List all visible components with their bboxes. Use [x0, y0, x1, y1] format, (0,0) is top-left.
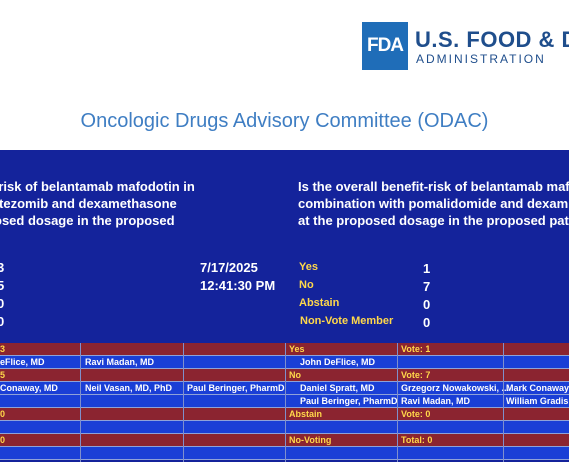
vote-count-yes: 1	[423, 261, 431, 276]
table-cell: 0	[0, 435, 6, 445]
table-cell: 5	[0, 370, 6, 380]
table-row: eFlice, MD Ravi Madan, MD John DeFlice, MD	[0, 356, 569, 369]
table-divider	[183, 343, 184, 462]
table-cell: Paul Beringer, PharmD	[187, 383, 285, 393]
table-cell: Neil Vasan, MD, PhD	[85, 383, 173, 393]
vote-label-yes: Yes	[299, 261, 318, 273]
table-cell: 3	[0, 344, 6, 354]
table-cell: Yes	[289, 344, 305, 354]
left-count: 0	[0, 296, 5, 311]
table-cell: Grzegorz Nowakowski, ...	[401, 383, 510, 393]
agency-subtitle: ADMINISTRATION	[416, 52, 546, 66]
question-left: -risk of belantamab mafodotin in rtezomi…	[0, 178, 195, 229]
voting-panel: -risk of belantamab mafodotin in rtezomi…	[0, 150, 569, 462]
vote-count-nonvote: 0	[423, 315, 431, 330]
table-cell: Ravi Madan, MD	[85, 357, 155, 367]
vote-count-no: 7	[423, 279, 431, 294]
vote-time: 12:41:30 PM	[200, 278, 276, 293]
table-cell: Abstain	[289, 409, 323, 419]
question-left-line: rtezomib and dexamethasone	[0, 196, 177, 211]
table-row	[0, 447, 569, 460]
table-cell: Daniel Spratt, MD	[300, 383, 375, 393]
question-right-line: combination with pomalidomide and dexam	[298, 196, 569, 211]
table-divider	[285, 343, 286, 462]
table-cell: Vote: 7	[401, 370, 431, 380]
question-left-line: osed dosage in the proposed	[0, 213, 175, 228]
question-right: Is the overall benefit-risk of belantama…	[298, 178, 569, 229]
agency-title: U.S. FOOD & DR	[415, 27, 569, 52]
table-row: 3 Yes Vote: 1	[0, 343, 569, 356]
vote-label-abstain: Abstain	[299, 297, 340, 309]
table-row: Conaway, MD Neil Vasan, MD, PhD Paul Berin…	[0, 382, 569, 395]
table-row: 5 No Vote: 7	[0, 369, 569, 382]
committee-title: Oncologic Drugs Advisory Committee (ODAC…	[80, 110, 489, 132]
left-count: 0	[0, 314, 5, 329]
question-left-line: -risk of belantamab mafodotin in	[0, 179, 195, 194]
question-right-line: Is the overall benefit-risk of belantama…	[298, 179, 569, 194]
table-cell: eFlice, MD	[0, 357, 45, 367]
table-cell: Mark Conaway,	[506, 383, 569, 393]
vote-date: 7/17/2025	[200, 260, 258, 275]
table-cell: No-Voting	[289, 435, 332, 445]
table-cell: Paul Beringer, PharmD	[300, 396, 398, 406]
table-cell: 0	[0, 409, 6, 419]
table-divider	[80, 343, 81, 462]
table-cell: John DeFlice, MD	[300, 357, 376, 367]
table-cell: Vote: 1	[401, 344, 431, 354]
fda-header: FDA U.S. FOOD & DR ADMINISTRATION	[0, 0, 569, 100]
table-cell: No	[289, 370, 301, 380]
question-right-line: at the proposed dosage in the proposed p…	[298, 213, 569, 228]
left-count: 3	[0, 260, 5, 275]
table-row: Paul Beringer, PharmD Ravi Madan, MD Willi…	[0, 395, 569, 408]
table-divider	[397, 343, 398, 462]
vote-label-nonvote: Non-Vote Member	[300, 315, 394, 327]
vote-label-no: No	[299, 279, 314, 291]
table-divider	[503, 343, 504, 462]
table-row	[0, 421, 569, 434]
table-row: 0 No-Voting Total: 0	[0, 434, 569, 447]
vote-count-abstain: 0	[423, 297, 431, 312]
left-count: 5	[0, 278, 5, 293]
table-row: 0 Abstain Vote: 0	[0, 408, 569, 421]
table-cell: Vote: 0	[401, 409, 431, 419]
fda-logo: FDA	[362, 22, 408, 70]
table-cell: Total: 0	[401, 435, 433, 445]
table-cell: Conaway, MD	[0, 383, 58, 393]
table-cell: Ravi Madan, MD	[401, 396, 471, 406]
table-cell: William Gradish	[506, 396, 569, 406]
